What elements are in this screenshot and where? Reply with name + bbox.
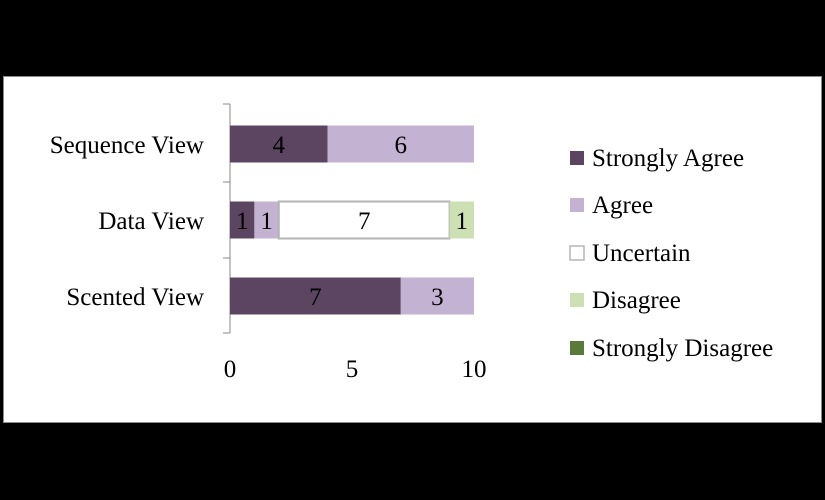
data-label-data-view-agree: 1 — [260, 208, 273, 235]
data-label-data-view-uncertain: 7 — [358, 208, 371, 235]
legend-swatch-disagree — [570, 293, 584, 307]
category-label-data-view: Data View — [98, 208, 204, 235]
legend-label-agree: Agree — [592, 192, 653, 219]
legend-swatch-agree — [570, 198, 584, 212]
x-tick-label-5: 5 — [346, 356, 359, 383]
bar-data-view-strongly-agree — [230, 201, 255, 239]
legend: Strongly Agree Agree Uncertain Disagree Stro… — [569, 145, 773, 362]
x-tick-label-10: 10 — [462, 356, 487, 383]
chart-panel: Sequence View Data View Scented View 4 6 1 1 7 1… — [3, 76, 822, 423]
legend-label-strongly-agree: Strongly Agree — [592, 145, 744, 172]
bar-data-view-disagree — [449, 201, 474, 239]
legend-swatch-strongly-agree — [570, 151, 584, 165]
category-label-scented-view: Scented View — [66, 284, 204, 311]
legend-label-disagree: Disagree — [592, 287, 681, 314]
data-label-data-view-disagree: 1 — [456, 208, 469, 235]
data-label-scented-view-agree: 3 — [431, 284, 444, 311]
bar-scented-view-strongly-agree — [230, 277, 401, 315]
legend-swatch-strongly-disagree — [570, 341, 584, 355]
data-label-scented-view-strongly-agree: 7 — [309, 284, 322, 311]
bar-scented-view-agree — [400, 277, 474, 315]
bar-sequence-view-agree — [327, 125, 474, 163]
bar-data-view-uncertain — [277, 200, 451, 240]
bar-sequence-view-strongly-agree — [230, 125, 328, 163]
x-tick-label-0: 0 — [224, 356, 237, 383]
legend-label-uncertain: Uncertain — [592, 240, 691, 267]
legend-label-strongly-disagree: Strongly Disagree — [592, 335, 773, 362]
legend-swatch-uncertain — [569, 245, 585, 261]
bar-data-view-agree — [254, 201, 279, 239]
data-label-sequence-view-strongly-agree: 4 — [273, 132, 286, 159]
data-label-data-view-strongly-agree: 1 — [236, 208, 249, 235]
data-label-sequence-view-agree: 6 — [395, 132, 408, 159]
category-label-sequence-view: Sequence View — [50, 132, 204, 159]
